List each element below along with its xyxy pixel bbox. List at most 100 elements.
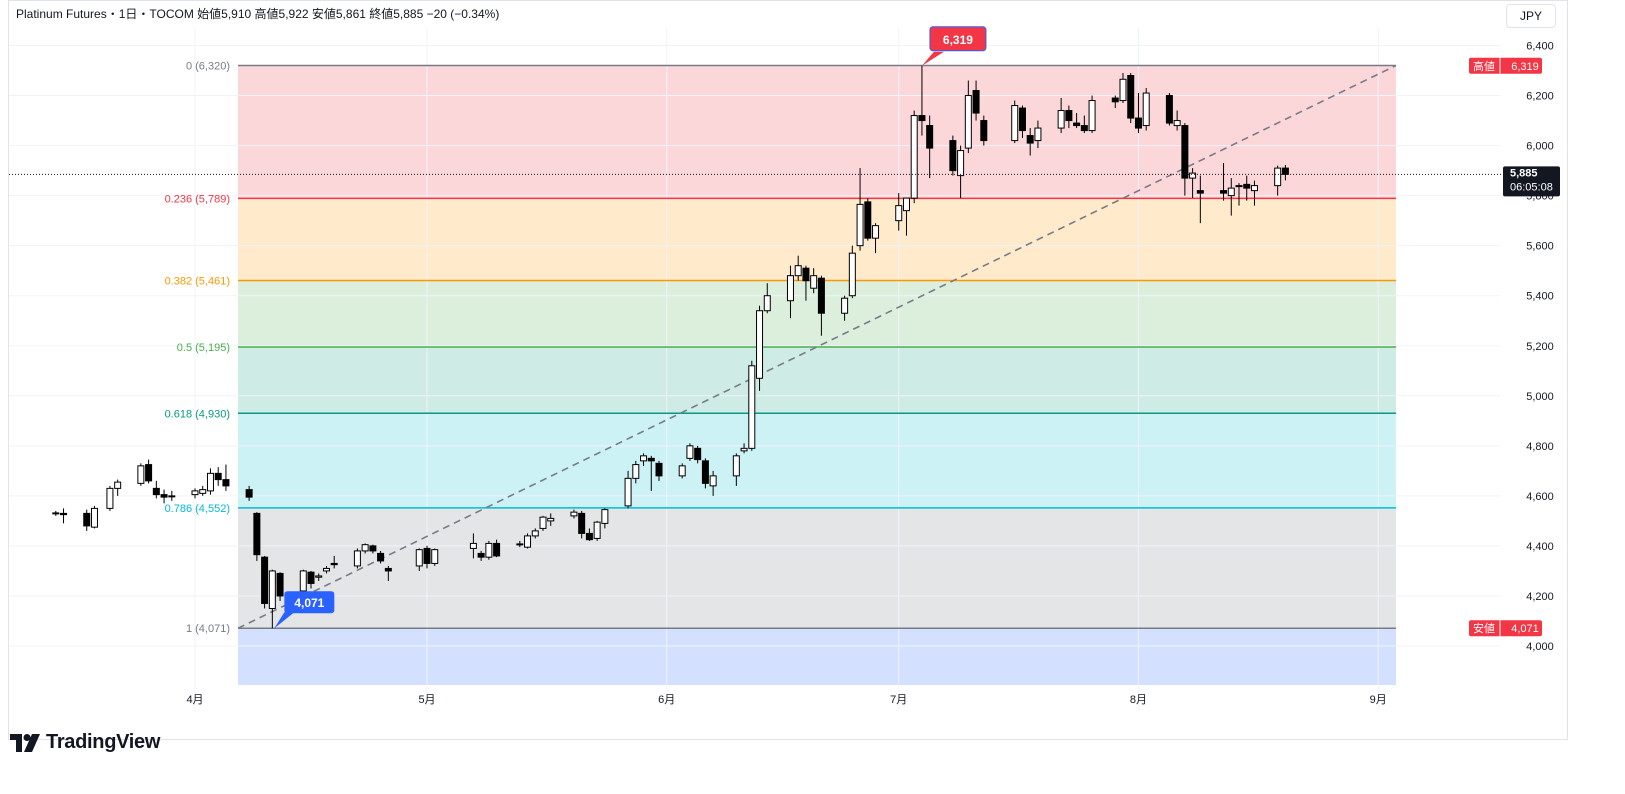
symbol-header: Platinum Futures・1日・TOCOM 始値5,910 高値5,92… (16, 5, 499, 22)
candle-body (540, 517, 546, 528)
candle-body (370, 546, 376, 551)
candle-body (1182, 126, 1188, 179)
candle-body (61, 513, 67, 514)
candle-body (857, 204, 863, 245)
candle-body (207, 473, 213, 491)
candle-body (215, 473, 221, 479)
high-callout-pointer (922, 52, 944, 66)
candle (1143, 88, 1149, 131)
candle-body (896, 206, 902, 221)
candle (1089, 96, 1095, 134)
candle (115, 480, 121, 496)
candle-body (679, 466, 685, 476)
y-tick-label: 5,000 (1526, 391, 1554, 403)
candle-body (486, 543, 492, 557)
candle-body (1081, 126, 1087, 131)
candle-body (787, 276, 793, 301)
candle (749, 361, 755, 451)
candle (215, 467, 221, 486)
candle-body (764, 296, 770, 311)
candle-body (702, 461, 708, 484)
candle-body (749, 366, 755, 449)
candle (207, 468, 213, 494)
candle-body (958, 151, 964, 176)
candle-body (316, 576, 322, 577)
candle-body (981, 121, 987, 141)
low-axis-value: 4,071 (1511, 623, 1539, 635)
candle-body (362, 545, 368, 551)
candle-body (262, 557, 268, 603)
low-callout-label: 4,071 (294, 596, 324, 610)
fib-zone (238, 413, 1396, 508)
candle-body (1066, 111, 1072, 121)
candle (91, 506, 97, 529)
y-tick-label: 6,000 (1526, 141, 1554, 153)
candle (53, 511, 59, 516)
candle-body (300, 571, 306, 591)
candle-body (1174, 121, 1180, 126)
current-price-value: 5,885 (1510, 167, 1538, 179)
candle-body (1074, 123, 1080, 126)
fib-level-label: 0.786 (4,552) (165, 503, 230, 515)
candle-body (803, 268, 809, 281)
candle-body (1282, 168, 1288, 174)
candle-body (1197, 191, 1203, 194)
candle-body (695, 448, 701, 459)
candle-body (842, 298, 848, 313)
candle-body (1089, 101, 1095, 131)
fib-level-label: 0.5 (5,195) (177, 342, 230, 354)
y-tick-label: 4,600 (1526, 491, 1554, 503)
candle (1128, 73, 1134, 123)
candle-body (192, 491, 198, 495)
candle-body (1019, 108, 1025, 131)
fib-level-label: 1 (4,071) (186, 623, 230, 635)
x-tick-label: 4月 (186, 694, 203, 706)
candle (950, 136, 956, 176)
candle-body (1221, 191, 1227, 194)
candle (200, 486, 206, 496)
currency-button[interactable]: JPY (1506, 4, 1556, 28)
candle (254, 512, 260, 561)
fib-zone (238, 508, 1396, 628)
candle-body (246, 490, 252, 498)
candle-body (1120, 79, 1126, 100)
candle-body (1166, 96, 1172, 124)
y-tick-label: 6,200 (1526, 91, 1554, 103)
y-tick-label: 5,600 (1526, 241, 1554, 253)
x-tick-label: 8月 (1130, 694, 1147, 706)
candle (865, 198, 871, 241)
candle-body (873, 226, 879, 239)
y-tick-label: 4,000 (1526, 641, 1554, 653)
fib-zones (238, 66, 1396, 685)
x-tick-label: 7月 (890, 694, 907, 706)
y-tick-label: 4,800 (1526, 441, 1554, 453)
candle-body (579, 513, 585, 533)
y-tick-label: 5,400 (1526, 291, 1554, 303)
candle-body (1236, 186, 1242, 187)
candle-body (138, 466, 144, 484)
candle-body (818, 278, 824, 313)
x-tick-label: 5月 (418, 694, 435, 706)
y-tick-label: 5,200 (1526, 341, 1554, 353)
x-tick-label: 9月 (1370, 694, 1387, 706)
candle-body (161, 495, 167, 498)
candle-body (950, 141, 956, 171)
candle-body (757, 311, 763, 379)
candle-body (594, 522, 600, 538)
candle (300, 570, 306, 594)
candle (525, 533, 531, 548)
fib-zone (238, 347, 1396, 413)
candle-body (269, 571, 275, 609)
candle (849, 246, 855, 299)
tradingview-logo[interactable]: TradingView (10, 731, 160, 754)
candle-body (470, 543, 476, 548)
candle-body (927, 126, 933, 149)
candle-body (331, 563, 337, 564)
candle (354, 548, 360, 568)
candle-body (254, 513, 260, 554)
candle-body (153, 488, 159, 494)
candle-body (1112, 98, 1118, 102)
candle-body (1012, 106, 1018, 141)
low-axis-tag: 安値 (1473, 621, 1495, 635)
